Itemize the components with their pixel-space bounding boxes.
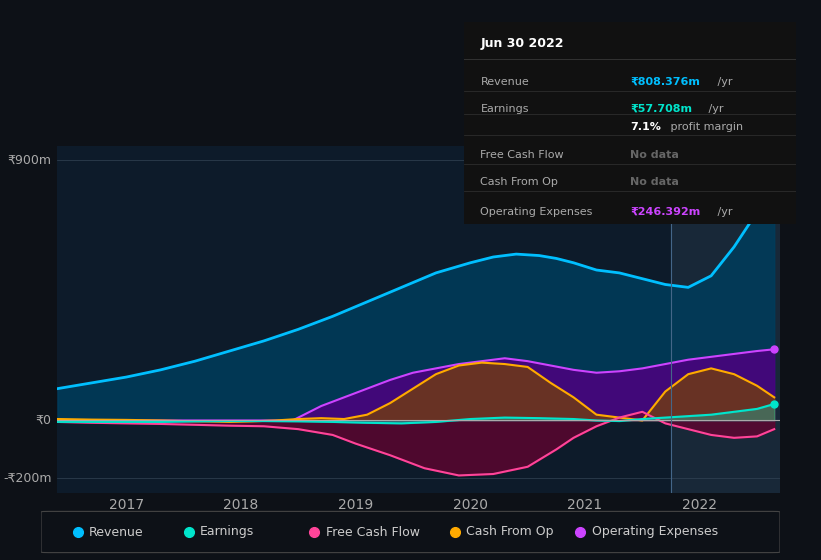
Text: ₹57.708m: ₹57.708m	[631, 104, 692, 114]
Text: Revenue: Revenue	[89, 525, 144, 539]
Text: /yr: /yr	[714, 207, 732, 217]
Text: Operating Expenses: Operating Expenses	[480, 207, 593, 217]
Text: Cash From Op: Cash From Op	[480, 176, 558, 186]
Text: No data: No data	[631, 176, 679, 186]
Text: Free Cash Flow: Free Cash Flow	[480, 151, 564, 160]
Text: -₹200m: -₹200m	[3, 472, 52, 485]
Bar	[671, 146, 780, 493]
Text: No data: No data	[631, 151, 679, 160]
Text: ₹0: ₹0	[36, 414, 52, 427]
Text: Jun 30 2022: Jun 30 2022	[480, 36, 564, 49]
Text: Free Cash Flow: Free Cash Flow	[325, 525, 420, 539]
Text: ₹900m: ₹900m	[7, 153, 52, 166]
Text: 7.1%: 7.1%	[631, 122, 661, 132]
Text: Revenue: Revenue	[480, 77, 530, 87]
Text: ₹246.392m: ₹246.392m	[631, 207, 700, 217]
Text: ₹808.376m: ₹808.376m	[631, 77, 700, 87]
Text: Earnings: Earnings	[480, 104, 529, 114]
Text: /yr: /yr	[704, 104, 723, 114]
Text: Operating Expenses: Operating Expenses	[591, 525, 718, 539]
Text: profit margin: profit margin	[667, 122, 744, 132]
Text: /yr: /yr	[714, 77, 732, 87]
Text: Earnings: Earnings	[200, 525, 255, 539]
Text: Cash From Op: Cash From Op	[466, 525, 553, 539]
